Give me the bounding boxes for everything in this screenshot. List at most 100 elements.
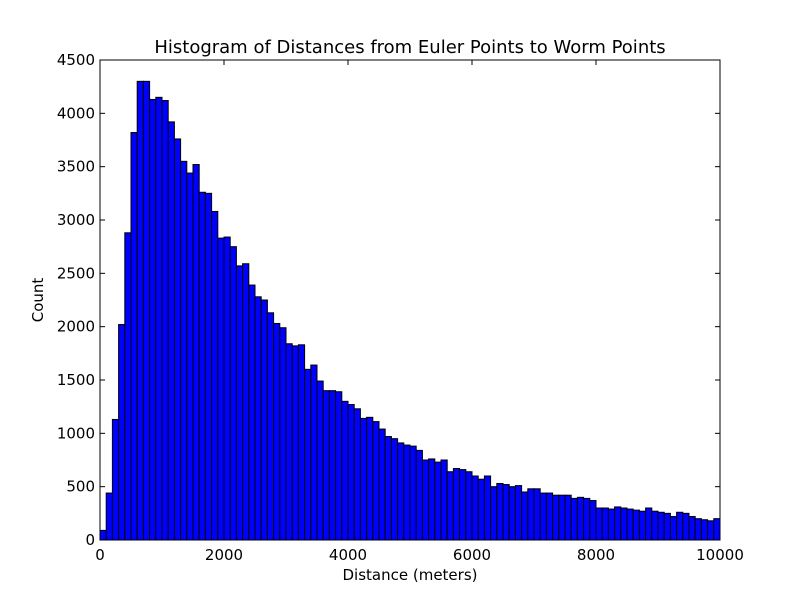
histogram-bar (645, 507, 653, 541)
histogram-bar (539, 492, 547, 541)
histogram-bar (211, 210, 219, 541)
x-tick-label: 6000 (453, 546, 491, 564)
histogram-bar (545, 492, 554, 541)
histogram-bar (583, 497, 591, 541)
histogram-bar (452, 468, 461, 541)
histogram-bar (607, 508, 616, 541)
histogram-bar (502, 484, 510, 541)
histogram-bar (663, 512, 671, 541)
y-tick-label: 0 (85, 531, 95, 549)
histogram-bar (217, 237, 225, 541)
histogram-bar (155, 96, 163, 541)
histogram-bar (700, 519, 709, 541)
histogram-bar (595, 507, 603, 541)
histogram-bar (682, 512, 690, 541)
histogram-bar (341, 400, 349, 541)
histogram-bar (471, 475, 479, 541)
histogram-bar (614, 506, 622, 541)
histogram-bar (235, 265, 244, 541)
histogram-bar (229, 246, 237, 541)
histogram-bar (694, 518, 702, 541)
histogram-bar (638, 510, 647, 541)
histogram-bar (428, 458, 436, 541)
y-tick-label: 1500 (57, 371, 95, 389)
histogram-bar (198, 191, 206, 541)
histogram-bar (130, 132, 138, 541)
histogram-bar (328, 390, 337, 541)
histogram-bar (149, 98, 157, 541)
x-axis: 0 2000 4000 6000 8000 10000 (95, 60, 744, 564)
histogram-bar (366, 416, 374, 541)
histogram-bar (409, 445, 417, 541)
histogram-bar (384, 436, 392, 541)
histogram-bar (514, 485, 523, 541)
histogram-bar (465, 471, 473, 541)
histogram-bar (223, 236, 231, 541)
histogram-bar (167, 121, 175, 541)
y-tick-label: 500 (66, 478, 95, 496)
histogram-bar (136, 80, 144, 541)
histogram-bar (359, 417, 368, 541)
histogram-bar (521, 491, 529, 541)
histogram-bar (397, 442, 405, 541)
histogram-bar (459, 469, 467, 541)
histogram-bar (124, 232, 132, 541)
histogram-bar (297, 344, 306, 541)
y-tick-label: 4500 (57, 51, 95, 69)
histogram-bar (186, 172, 194, 541)
histogram-bar (657, 511, 665, 541)
x-axis-label: Distance (meters) (343, 566, 478, 584)
histogram-bar (707, 520, 715, 541)
x-tick-label: 10000 (696, 546, 744, 564)
y-tick-label: 1000 (57, 424, 95, 442)
histogram-bar (496, 482, 504, 541)
y-axis-label: Count (29, 278, 47, 323)
histogram-bar (446, 471, 454, 541)
histogram-bar (558, 494, 566, 541)
histogram-bar (632, 509, 640, 541)
histogram-bar (161, 100, 169, 541)
plot-frame (99, 59, 721, 541)
histogram-bar (533, 488, 541, 541)
histogram-bar (304, 368, 312, 541)
y-tick-label: 3000 (57, 211, 95, 229)
y-tick-label: 2000 (57, 318, 95, 336)
histogram-bar (421, 459, 430, 541)
histogram-bar (192, 164, 200, 541)
histogram-bar (273, 322, 281, 541)
histogram-bar (601, 507, 609, 541)
histogram-bar (353, 408, 361, 541)
histogram-bar (180, 160, 188, 541)
histogram-bar (626, 508, 634, 541)
histogram-bar (335, 391, 343, 541)
histogram-bar (142, 80, 151, 541)
histogram-bar (279, 327, 287, 541)
histogram-bar (173, 138, 182, 541)
histogram-bar (372, 421, 380, 541)
histogram-bar (285, 343, 293, 541)
histogram-bar (552, 494, 560, 541)
histogram-bar (620, 507, 628, 541)
histogram-bar (527, 488, 535, 541)
histogram-bar (347, 404, 355, 541)
histogram-bar (564, 494, 572, 541)
y-tick-label: 4000 (57, 104, 95, 122)
histogram-bar (111, 418, 120, 541)
histogram-bar (576, 496, 585, 541)
histogram-bar (204, 192, 213, 541)
histogram-bar (570, 497, 578, 541)
histogram-bar (490, 486, 498, 541)
y-tick-label: 2500 (57, 264, 95, 282)
histogram-bar (322, 390, 330, 541)
histogram-bar (688, 516, 696, 541)
histogram-bar (260, 299, 268, 541)
histogram-bar (291, 345, 299, 541)
histogram-bar (713, 518, 721, 541)
histogram-bar (669, 516, 678, 541)
histogram-bar (403, 444, 411, 541)
histogram-bar (477, 478, 485, 541)
histogram-bar (378, 428, 386, 541)
histogram-bar (415, 449, 423, 541)
histogram-bar (651, 510, 659, 541)
